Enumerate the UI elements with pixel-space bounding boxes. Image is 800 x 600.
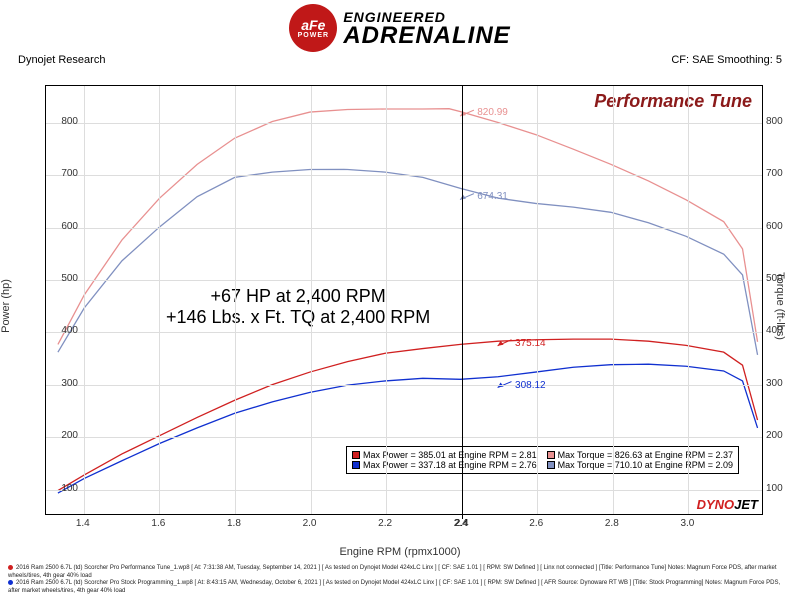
y-tick-right: 600 bbox=[766, 221, 783, 232]
x-tick: 2.8 bbox=[605, 518, 619, 529]
legend: Max Power = 385.01 at Engine RPM = 2.81M… bbox=[346, 446, 739, 474]
dynojet-logo: DYNOJET bbox=[697, 497, 758, 512]
legend-text: Max Torque = 826.63 at Engine RPM = 2.37 bbox=[558, 450, 733, 460]
rpm-marker-line bbox=[462, 86, 463, 519]
afe-logo: aFe POWER bbox=[289, 4, 337, 52]
curve-point-label: 308.12 bbox=[515, 380, 546, 391]
legend-text: Max Power = 385.01 at Engine RPM = 2.81 bbox=[363, 450, 537, 460]
x-tick: 1.4 bbox=[76, 518, 90, 529]
footer-notes: 2016 Ram 2500 6.7L (td) Scorcher Pro Per… bbox=[8, 565, 792, 596]
y-tick-left: 100 bbox=[61, 483, 78, 494]
legend-swatch bbox=[547, 451, 555, 459]
curve-point-label: 375.14 bbox=[515, 338, 546, 349]
brand-title: ENGINEERED ADRENALINE bbox=[343, 9, 510, 47]
gains-line-2: +146 Lbs. x Ft. TQ at 2,400 RPM bbox=[166, 307, 430, 328]
y-tick-right: 400 bbox=[766, 325, 783, 336]
curve-point-label: 674.31 bbox=[477, 191, 508, 202]
curve-point-label: 820.99 bbox=[477, 107, 508, 118]
footer-row-1: 2016 Ram 2500 6.7L (td) Scorcher Pro Per… bbox=[8, 565, 792, 581]
subheader: Dynojet Research CF: SAE Smoothing: 5 bbox=[0, 54, 800, 68]
y-tick-left: 300 bbox=[61, 378, 78, 389]
x-tick: 2.4 bbox=[454, 518, 468, 529]
x-tick: 1.8 bbox=[227, 518, 241, 529]
dyno-chart: Performance Tune +67 HP at 2,400 RPM +14… bbox=[45, 85, 763, 515]
legend-swatch bbox=[547, 461, 555, 469]
y-tick-left: 200 bbox=[61, 430, 78, 441]
legend-swatch bbox=[352, 451, 360, 459]
x-tick: 1.6 bbox=[151, 518, 165, 529]
y-tick-right: 200 bbox=[766, 430, 783, 441]
subheader-right: CF: SAE Smoothing: 5 bbox=[671, 54, 782, 66]
header: aFe POWER ENGINEERED ADRENALINE bbox=[0, 0, 800, 54]
legend-text: Max Torque = 710.10 at Engine RPM = 2.09 bbox=[558, 460, 733, 470]
y-tick-left: 500 bbox=[61, 273, 78, 284]
y-tick-left: 600 bbox=[61, 221, 78, 232]
legend-item: Max Power = 337.18 at Engine RPM = 2.76 bbox=[352, 460, 537, 470]
y-tick-right: 700 bbox=[766, 168, 783, 179]
logo-text: aFe POWER bbox=[298, 18, 329, 39]
x-tick: 2.2 bbox=[378, 518, 392, 529]
legend-item: Max Torque = 710.10 at Engine RPM = 2.09 bbox=[547, 460, 733, 470]
legend-text: Max Power = 337.18 at Engine RPM = 2.76 bbox=[363, 460, 537, 470]
y-axis-left-label: Power (hp) bbox=[0, 279, 12, 333]
x-axis-label: Engine RPM (rpmx1000) bbox=[339, 546, 460, 558]
x-tick: 3.0 bbox=[680, 518, 694, 529]
x-tick: 2.0 bbox=[303, 518, 317, 529]
footer-row-2: 2016 Ram 2500 6.7L (td) Scorcher Pro Sto… bbox=[8, 580, 792, 596]
y-tick-right: 300 bbox=[766, 378, 783, 389]
y-tick-right: 100 bbox=[766, 483, 783, 494]
x-tick: 2.6 bbox=[529, 518, 543, 529]
y-tick-left: 700 bbox=[61, 168, 78, 179]
legend-item: Max Torque = 826.63 at Engine RPM = 2.37 bbox=[547, 450, 733, 460]
subheader-left: Dynojet Research bbox=[18, 54, 105, 66]
y-tick-right: 500 bbox=[766, 273, 783, 284]
gains-annotation: +67 HP at 2,400 RPM +146 Lbs. x Ft. TQ a… bbox=[166, 286, 430, 328]
y-tick-left: 400 bbox=[61, 325, 78, 336]
legend-swatch bbox=[352, 461, 360, 469]
y-tick-right: 800 bbox=[766, 116, 783, 127]
gains-line-1: +67 HP at 2,400 RPM bbox=[166, 286, 430, 307]
y-tick-left: 800 bbox=[61, 116, 78, 127]
legend-item: Max Power = 385.01 at Engine RPM = 2.81 bbox=[352, 450, 537, 460]
